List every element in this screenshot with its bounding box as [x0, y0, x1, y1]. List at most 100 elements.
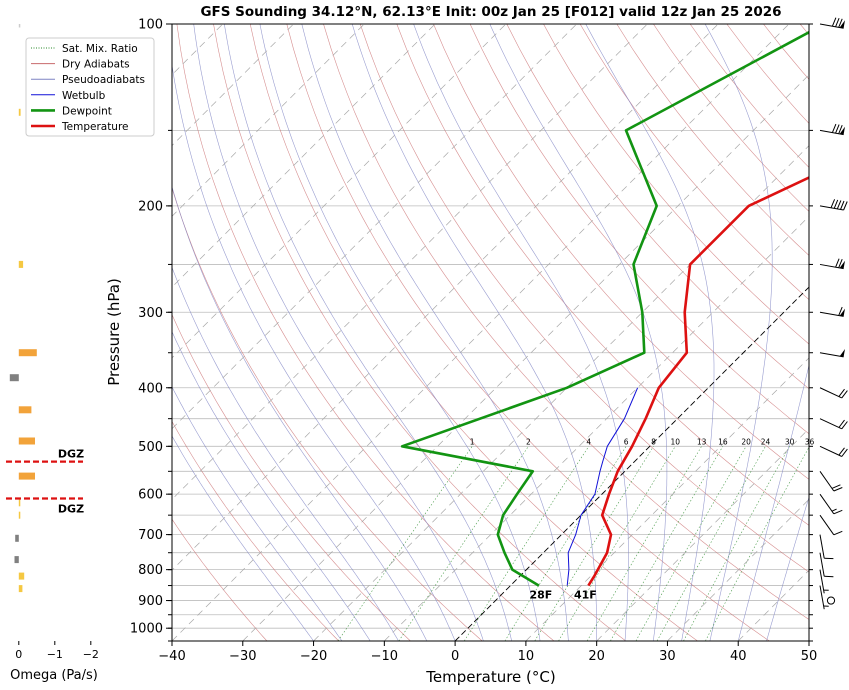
mixing-ratio-line — [534, 446, 654, 641]
pseudoadiabat — [737, 363, 809, 641]
mixing-ratio-line — [683, 446, 790, 641]
omega-tick-label: −1 — [47, 648, 63, 661]
dewpoint-line — [400, 30, 809, 587]
wind-barb — [819, 514, 843, 536]
x-tick-label: −40 — [158, 649, 185, 664]
barb-flag — [839, 349, 845, 357]
wind-barb — [819, 306, 845, 317]
omega-bar — [18, 472, 35, 480]
barb-staff — [819, 129, 844, 136]
wind-barb — [819, 258, 845, 270]
barb-full — [838, 419, 845, 428]
pseudoadiabat — [351, 24, 597, 641]
omega-tick-label: −2 — [83, 648, 99, 661]
pseudoadiabat — [766, 496, 809, 641]
dry-adiabat — [689, 24, 809, 168]
mixing-ratio-label: 10 — [671, 437, 681, 446]
x-tick-label: −20 — [300, 649, 327, 664]
barb-flag — [839, 260, 845, 269]
barb-staff — [819, 569, 825, 594]
wind-barb — [819, 534, 834, 560]
legend-label: Wetbulb — [62, 90, 106, 102]
isotherm — [172, 24, 577, 430]
dry-adiabat — [213, 24, 626, 641]
barb-staff — [819, 311, 844, 317]
pseudoadiabat — [172, 266, 399, 641]
mixing-ratio-label: 2 — [526, 437, 531, 446]
dry-adiabat — [172, 420, 339, 641]
mixing-ratio-line — [610, 446, 724, 641]
barb-full — [838, 125, 843, 134]
barb-full — [831, 484, 841, 489]
wind-barb — [819, 349, 845, 358]
wind-barb — [819, 552, 834, 578]
barb-flag — [839, 126, 845, 135]
x-tick-label: 40 — [730, 649, 747, 664]
background-lines — [172, 24, 849, 641]
y-tick-label: 400 — [138, 381, 163, 396]
barb-full — [838, 259, 843, 268]
barb-staff — [819, 352, 844, 358]
barb-staff — [819, 552, 825, 577]
omega-bar — [14, 556, 19, 564]
y-tick-label: 500 — [138, 440, 163, 455]
barb-full — [841, 390, 848, 399]
mixing-ratio-line — [558, 446, 676, 641]
y-tick-label: 300 — [138, 306, 163, 321]
dry-adiabat — [172, 186, 483, 641]
omega-tick-label: 0 — [15, 648, 22, 661]
barb-full — [833, 509, 843, 515]
x-tick-label: 0 — [451, 649, 459, 664]
mixing-ratio-line — [656, 446, 766, 641]
dry-adiabat — [172, 518, 268, 641]
mixing-ratio-label: 6 — [624, 437, 629, 446]
omega-bar — [18, 585, 23, 593]
barb-staff — [819, 493, 835, 515]
barb-staff — [819, 471, 835, 492]
barb-full — [836, 200, 842, 210]
wind-barb — [819, 123, 845, 136]
pseudoadiabat — [224, 24, 512, 641]
mixing-ratio-label: 16 — [718, 437, 728, 446]
dry-adiabat — [543, 24, 809, 345]
barb-staff — [819, 445, 843, 457]
mixing-ratio-label: 20 — [741, 437, 751, 446]
barb-full — [838, 306, 843, 316]
dgz-label: DGZ — [58, 448, 84, 461]
omega-bar — [18, 108, 21, 116]
dry-adiabat — [799, 24, 809, 36]
y-tick-label: 200 — [138, 199, 163, 214]
pseudoadiabat — [172, 330, 371, 641]
y-tick-label: 100 — [138, 18, 163, 33]
y-tick-label: 600 — [138, 488, 163, 503]
dgz-label: DGZ — [58, 502, 84, 515]
temperature-axis: −40 −30 −20 −10 0 10 20 30 40 50 — [158, 641, 817, 664]
pseudoadiabat — [193, 24, 484, 641]
barb-full — [833, 530, 843, 536]
isotherm — [242, 74, 809, 641]
mixing-ratio-label: 4 — [586, 437, 591, 446]
omega-bar — [18, 499, 21, 507]
barb-staff — [819, 387, 843, 399]
surface-temperature-label: 41F — [574, 589, 597, 602]
barb-full — [830, 199, 836, 208]
dry-adiabat — [837, 24, 849, 641]
y-tick-label: 800 — [138, 563, 163, 578]
legend-label: Dry Adiabats — [62, 59, 130, 71]
mixing-ratio-line — [398, 446, 529, 641]
omega-panel: 0 −1 −2 DGZ DGZ Omega (Pa/s) — [6, 24, 99, 683]
omega-bar — [18, 24, 21, 28]
isotherm — [172, 24, 719, 571]
barb-full — [835, 18, 840, 27]
x-tick-label: −10 — [371, 649, 398, 664]
y-tick-label: 700 — [138, 528, 163, 543]
sounding-series — [400, 30, 809, 587]
wind-barb — [819, 418, 848, 430]
mixing-ratio-label: 1 — [470, 437, 475, 446]
omega-bar — [18, 511, 21, 519]
wind-barb — [819, 199, 848, 211]
legend: Sat. Mix. Ratio Dry Adiabats Pseudoadiabat… — [25, 37, 155, 137]
pseudoadiabat — [172, 185, 428, 641]
barb-full — [831, 123, 837, 133]
